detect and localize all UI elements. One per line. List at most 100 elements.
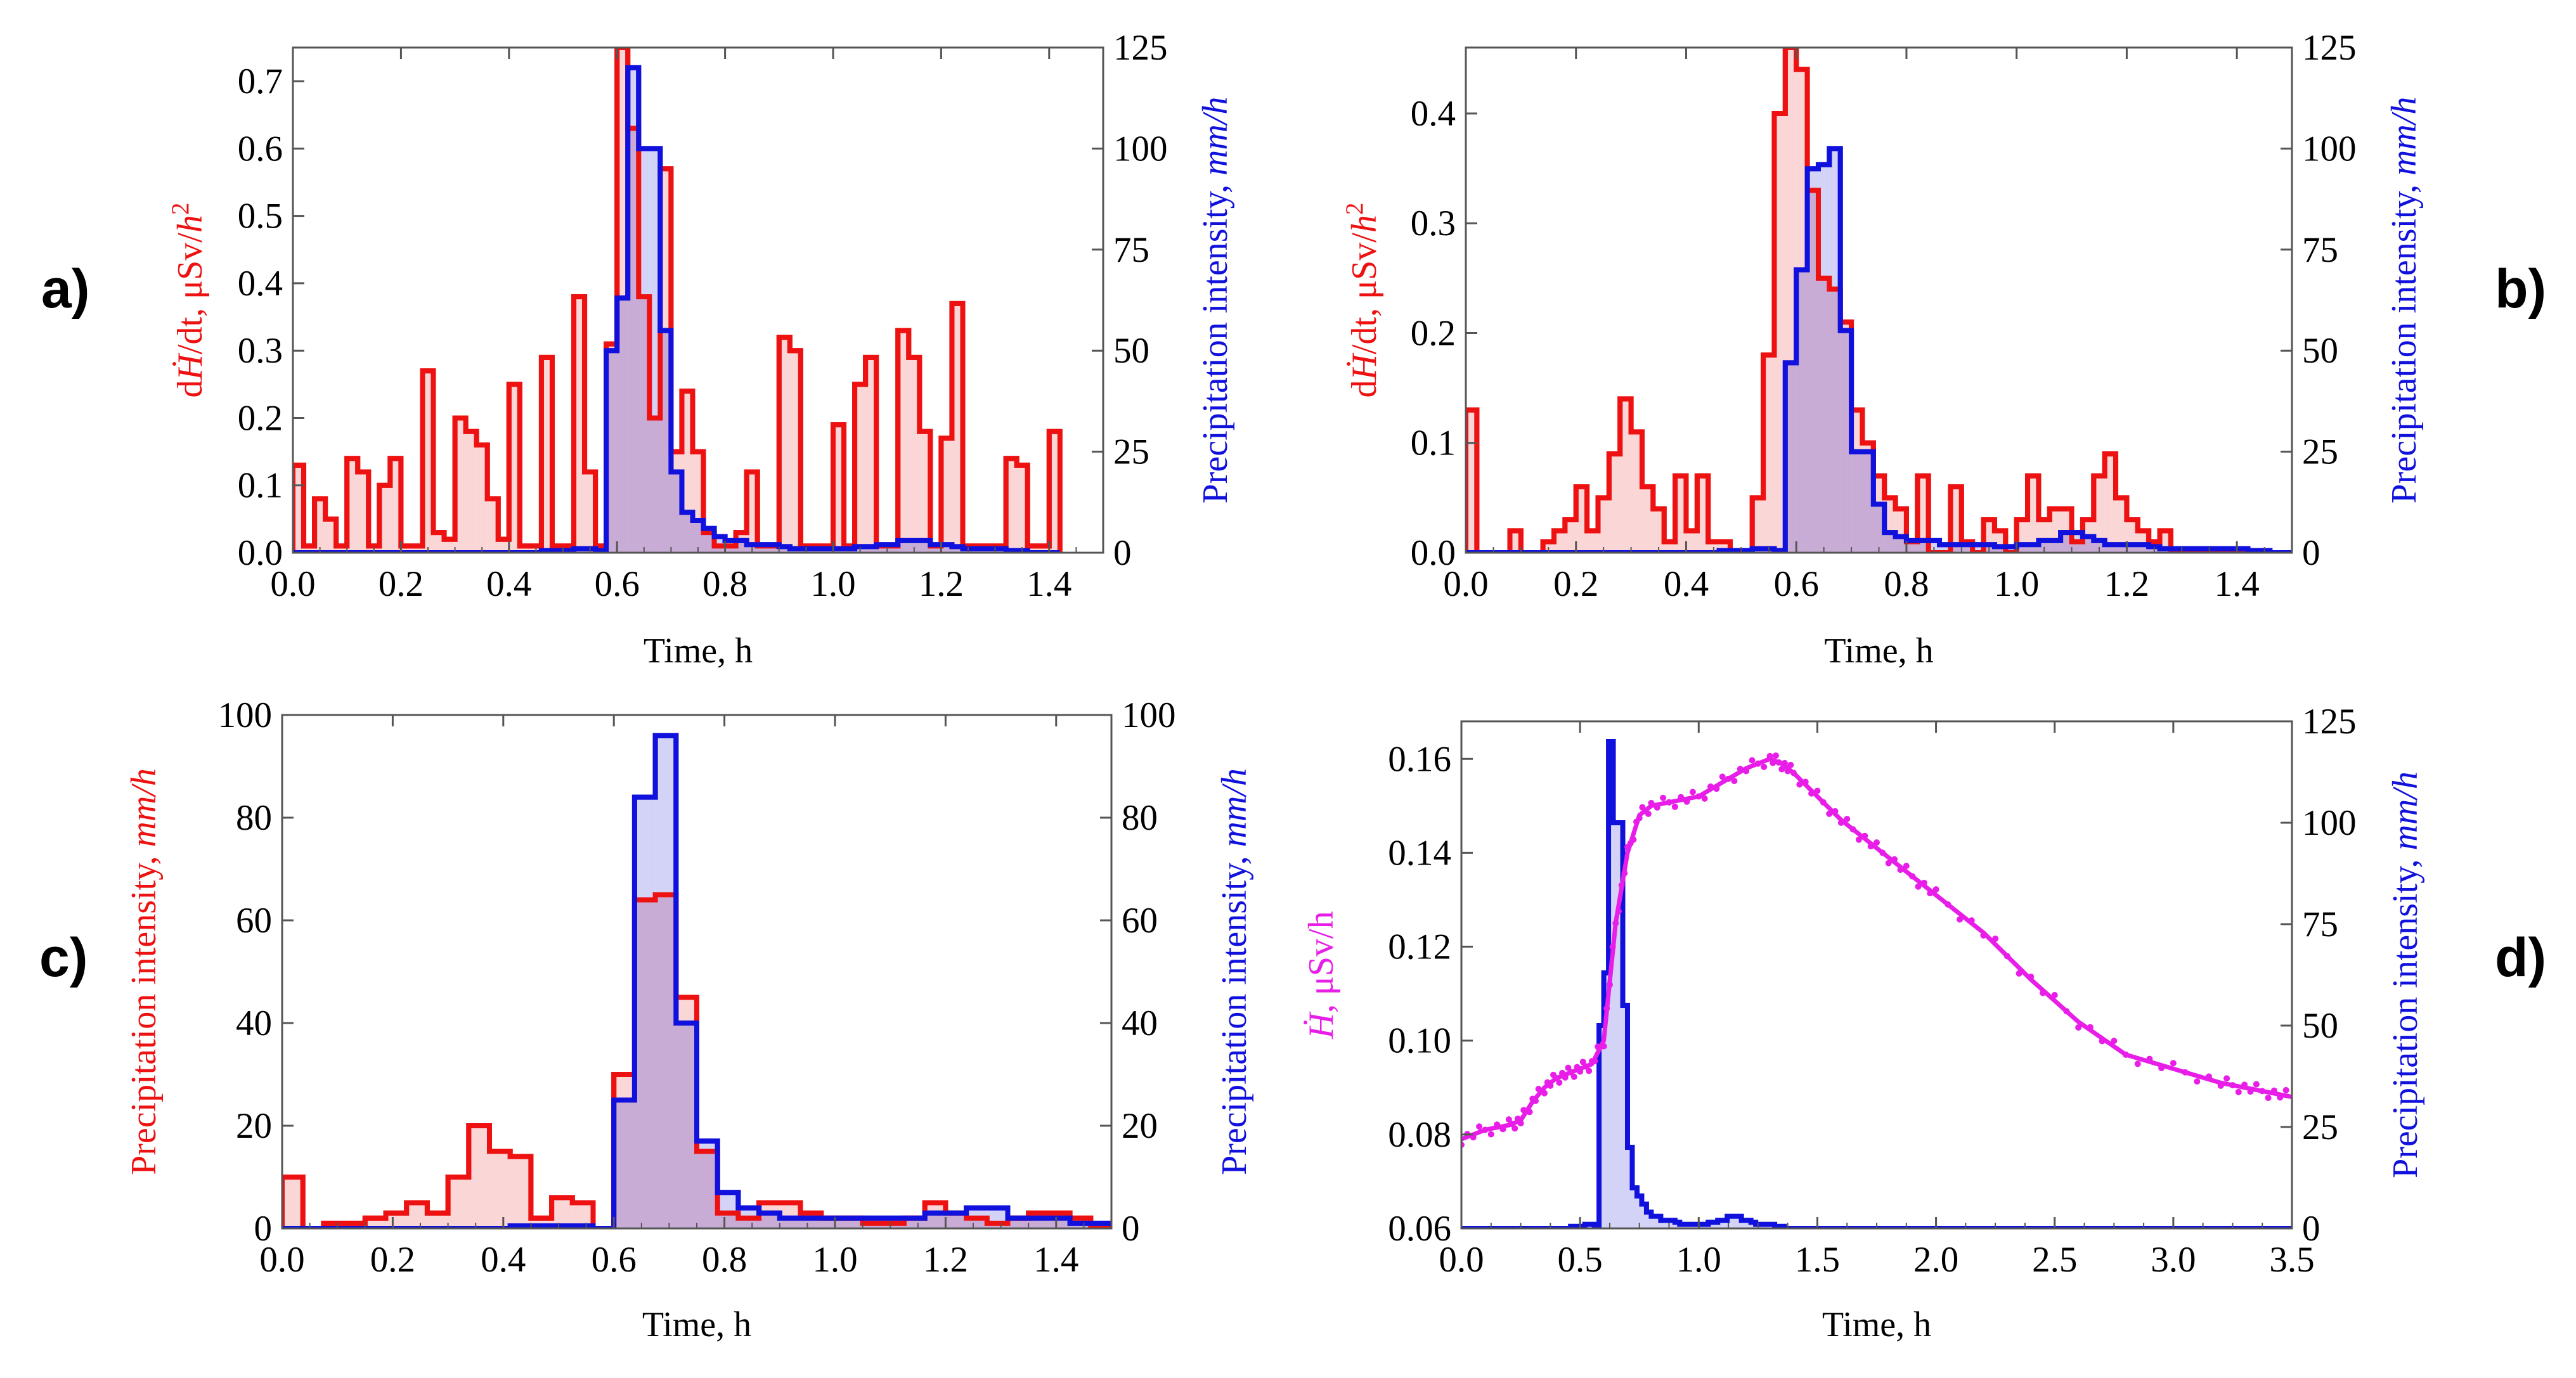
bar-red bbox=[1686, 531, 1697, 553]
y-right-tick-label: 50 bbox=[1113, 331, 1149, 371]
panel-letter: c) bbox=[39, 927, 87, 988]
x-tick-label: 0.2 bbox=[379, 564, 424, 604]
panel-a: a) 0.0 0.2 0.4 0.6 0.8 1.0 1.2 1.4 0.0 0.1 0.2 0.3 0.… bbox=[41, 28, 1235, 671]
overlap-bar bbox=[919, 540, 931, 553]
x-tick-label: 0.8 bbox=[1884, 564, 1929, 604]
dose-rate-point bbox=[2146, 1055, 2153, 1062]
y-left-axis-label-part: Ḣ bbox=[1302, 1012, 1341, 1040]
bar-red bbox=[1675, 475, 1686, 553]
dose-rate-point bbox=[1814, 787, 1821, 794]
bar-red bbox=[1608, 454, 1621, 553]
y-left-axis-label: Precipitation intensity, mm/h bbox=[124, 768, 164, 1175]
dose-rate-point bbox=[1820, 799, 1827, 806]
dose-rate-point bbox=[2206, 1073, 2212, 1080]
overlap-bar bbox=[800, 1218, 822, 1228]
y-left-tick-label: 80 bbox=[236, 798, 272, 838]
bar-red bbox=[1950, 487, 1962, 553]
y-right-tick-label: 0 bbox=[1122, 1209, 1140, 1249]
bar-red bbox=[1565, 520, 1576, 553]
dose-rate-point bbox=[1556, 1079, 1563, 1086]
y-right-tick-label: 50 bbox=[2302, 331, 2338, 371]
y-right-tick-label: 0 bbox=[2302, 533, 2320, 573]
x-tick-label: 0.0 bbox=[270, 564, 315, 604]
overlap-bar bbox=[1049, 1218, 1070, 1228]
bar-red bbox=[379, 485, 391, 553]
bar-blue bbox=[1618, 823, 1623, 1228]
y-right-tick-label: 125 bbox=[2302, 28, 2357, 68]
bar-blue bbox=[1603, 972, 1609, 1228]
bar-red bbox=[406, 1202, 427, 1228]
y-left-tick-label: 0.16 bbox=[1388, 739, 1451, 779]
dose-rate-point bbox=[1787, 761, 1794, 768]
dose-rate-point bbox=[1470, 1134, 1477, 1141]
dose-rate-point bbox=[1514, 1116, 1521, 1123]
outline-top-red bbox=[1466, 48, 2292, 553]
bar-red bbox=[865, 357, 877, 553]
bar-red bbox=[465, 431, 477, 553]
dose-rate-point bbox=[1547, 1082, 1554, 1089]
dose-rate-point bbox=[1565, 1064, 1572, 1071]
outline-top-blue bbox=[293, 65, 1060, 553]
x-tick-label: 0.0 bbox=[1439, 1240, 1484, 1280]
overlap-bar bbox=[987, 1223, 1008, 1228]
dose-rate-point bbox=[1612, 920, 1619, 927]
bar-blue bbox=[1641, 1204, 1647, 1228]
bar-red bbox=[487, 498, 498, 553]
x-tick-label: 2.0 bbox=[1913, 1240, 1958, 1280]
bar-red bbox=[365, 1218, 386, 1228]
overlap-bar bbox=[779, 546, 790, 553]
y-right-axis-label: Precipitation intensity, mm/h bbox=[2386, 771, 2425, 1178]
overlap-bar bbox=[1807, 190, 1818, 553]
bar-blue bbox=[1646, 1212, 1652, 1228]
dose-rate-point bbox=[2075, 1024, 2082, 1031]
plot-area bbox=[282, 733, 1111, 1228]
bar-red bbox=[448, 1177, 469, 1228]
dose-rate-point bbox=[1808, 790, 1815, 797]
dose-rate-point bbox=[1671, 803, 1678, 810]
x-tick-label: 0.8 bbox=[702, 1240, 747, 1280]
bar-red bbox=[455, 418, 466, 553]
dose-rate-point bbox=[2134, 1060, 2141, 1067]
dose-rate-point bbox=[2247, 1088, 2254, 1095]
bar-red bbox=[1620, 399, 1631, 553]
y-left-axis-label-part: mm/h bbox=[124, 768, 164, 847]
y-right-tick-label: 0 bbox=[1113, 533, 1132, 573]
bar-red bbox=[304, 546, 315, 553]
x-tick-label: 0.4 bbox=[1664, 564, 1709, 604]
overlap-bar bbox=[1994, 546, 2006, 553]
dose-rate-point bbox=[1826, 810, 1833, 817]
plot-area bbox=[1461, 739, 2292, 1228]
dose-rate-point bbox=[1784, 768, 1791, 775]
dose-rate-point bbox=[2111, 1038, 2118, 1045]
dose-rate-point bbox=[1574, 1064, 1581, 1071]
y-left-axis-label-part: Sv/ bbox=[171, 233, 210, 280]
y-left-tick-label: 0.12 bbox=[1388, 927, 1451, 967]
overlap-bar bbox=[1906, 541, 1918, 553]
bar-red bbox=[941, 438, 952, 553]
bar-red bbox=[541, 357, 552, 553]
dose-rate-point bbox=[1606, 981, 1613, 988]
bar-red bbox=[401, 546, 412, 553]
dose-rate-point bbox=[1645, 810, 1652, 817]
dose-rate-point bbox=[1683, 798, 1690, 805]
y-left-axis-label-part: h bbox=[171, 215, 210, 233]
y-right-tick-label: 125 bbox=[2302, 702, 2357, 742]
bar-red bbox=[1598, 498, 1609, 553]
y-left-tick-label: 0.06 bbox=[1388, 1209, 1451, 1249]
overlap-bar bbox=[876, 546, 888, 553]
overlap-bar bbox=[2049, 540, 2061, 553]
dose-rate-point bbox=[1927, 890, 1934, 897]
y-left-tick-label: 0.0 bbox=[1411, 533, 1456, 573]
overlap-bar bbox=[904, 1218, 925, 1228]
bar-red bbox=[2094, 475, 2105, 553]
x-tick-label: 1.0 bbox=[1676, 1240, 1721, 1280]
overlap-bar bbox=[1851, 451, 1863, 553]
overlap-bar bbox=[725, 546, 736, 553]
dose-rate-point bbox=[1487, 1131, 1494, 1138]
dose-rate-point bbox=[1582, 1063, 1589, 1070]
dose-rate-point bbox=[1874, 839, 1880, 846]
dose-rate-point bbox=[1796, 781, 1803, 788]
x-tick-label: 1.2 bbox=[2104, 564, 2149, 604]
bar-red bbox=[909, 357, 920, 553]
bar-red bbox=[1576, 487, 1588, 553]
